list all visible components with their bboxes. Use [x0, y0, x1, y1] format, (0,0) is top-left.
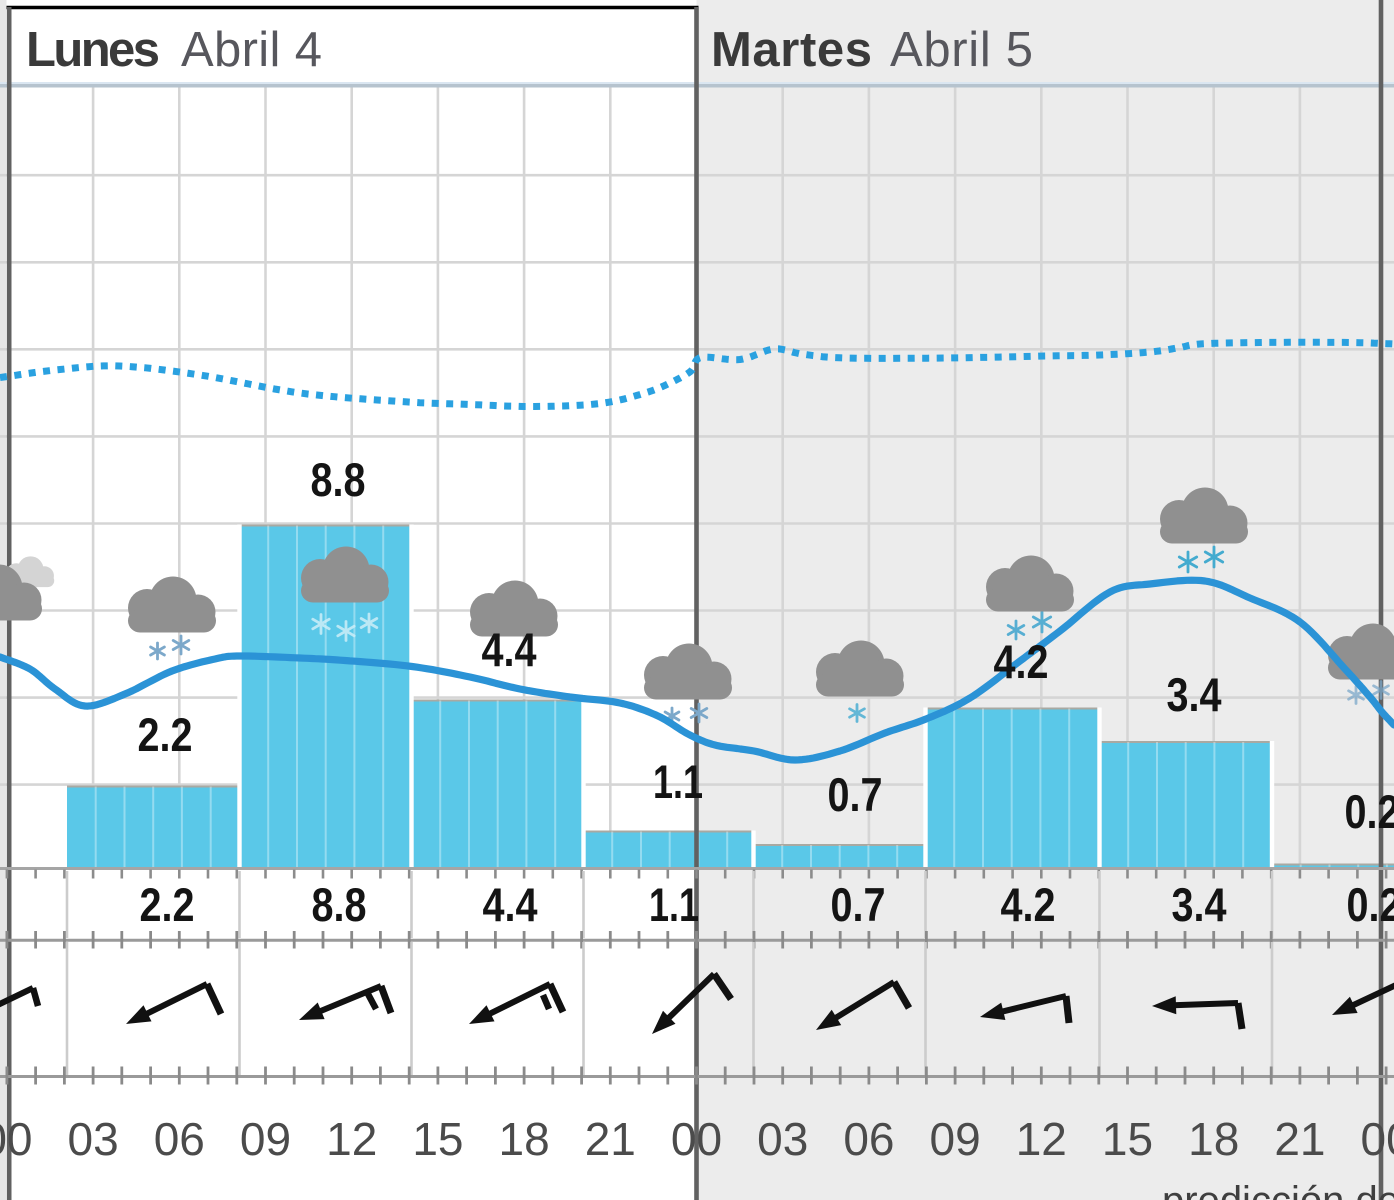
svg-text:8.8: 8.8	[312, 878, 367, 931]
svg-text:00: 00	[1361, 1113, 1394, 1165]
svg-text:Lunes: Lunes	[26, 23, 160, 77]
svg-text:3.4: 3.4	[1167, 668, 1222, 721]
svg-text:Abril 5: Abril 5	[890, 23, 1033, 77]
svg-text:12: 12	[326, 1113, 377, 1165]
svg-text:21: 21	[1274, 1113, 1325, 1165]
svg-text:4.4: 4.4	[483, 878, 538, 931]
svg-text:03: 03	[68, 1113, 119, 1165]
svg-text:0.7: 0.7	[828, 768, 883, 821]
svg-text:21: 21	[585, 1113, 636, 1165]
svg-text:4.2: 4.2	[994, 635, 1049, 688]
svg-text:1.1: 1.1	[653, 755, 703, 808]
svg-text:predicción de: predicción de	[1162, 1179, 1394, 1200]
svg-text:06: 06	[154, 1113, 205, 1165]
svg-text:09: 09	[240, 1113, 291, 1165]
svg-text:12: 12	[1016, 1113, 1067, 1165]
svg-text:06: 06	[843, 1113, 894, 1165]
svg-text:00: 00	[671, 1113, 722, 1165]
svg-text:15: 15	[412, 1113, 463, 1165]
svg-text:18: 18	[499, 1113, 550, 1165]
svg-text:03: 03	[757, 1113, 808, 1165]
svg-text:09: 09	[930, 1113, 981, 1165]
svg-text:Martes: Martes	[711, 23, 872, 77]
svg-text:0.2: 0.2	[1347, 878, 1394, 931]
svg-text:0.7: 0.7	[831, 878, 886, 931]
svg-text:4.2: 4.2	[1001, 878, 1056, 931]
svg-text:1.1: 1.1	[649, 878, 699, 931]
svg-text:3.4: 3.4	[1172, 878, 1227, 931]
svg-text:2.2: 2.2	[138, 708, 193, 761]
svg-text:0.2: 0.2	[1345, 785, 1394, 838]
svg-text:Abril 4: Abril 4	[181, 23, 322, 77]
svg-text:2.2: 2.2	[140, 878, 195, 931]
svg-text:8.8: 8.8	[311, 453, 366, 506]
svg-text:4.4: 4.4	[482, 623, 537, 676]
svg-text:15: 15	[1102, 1113, 1153, 1165]
svg-text:00: 00	[0, 1113, 32, 1165]
svg-text:18: 18	[1188, 1113, 1239, 1165]
